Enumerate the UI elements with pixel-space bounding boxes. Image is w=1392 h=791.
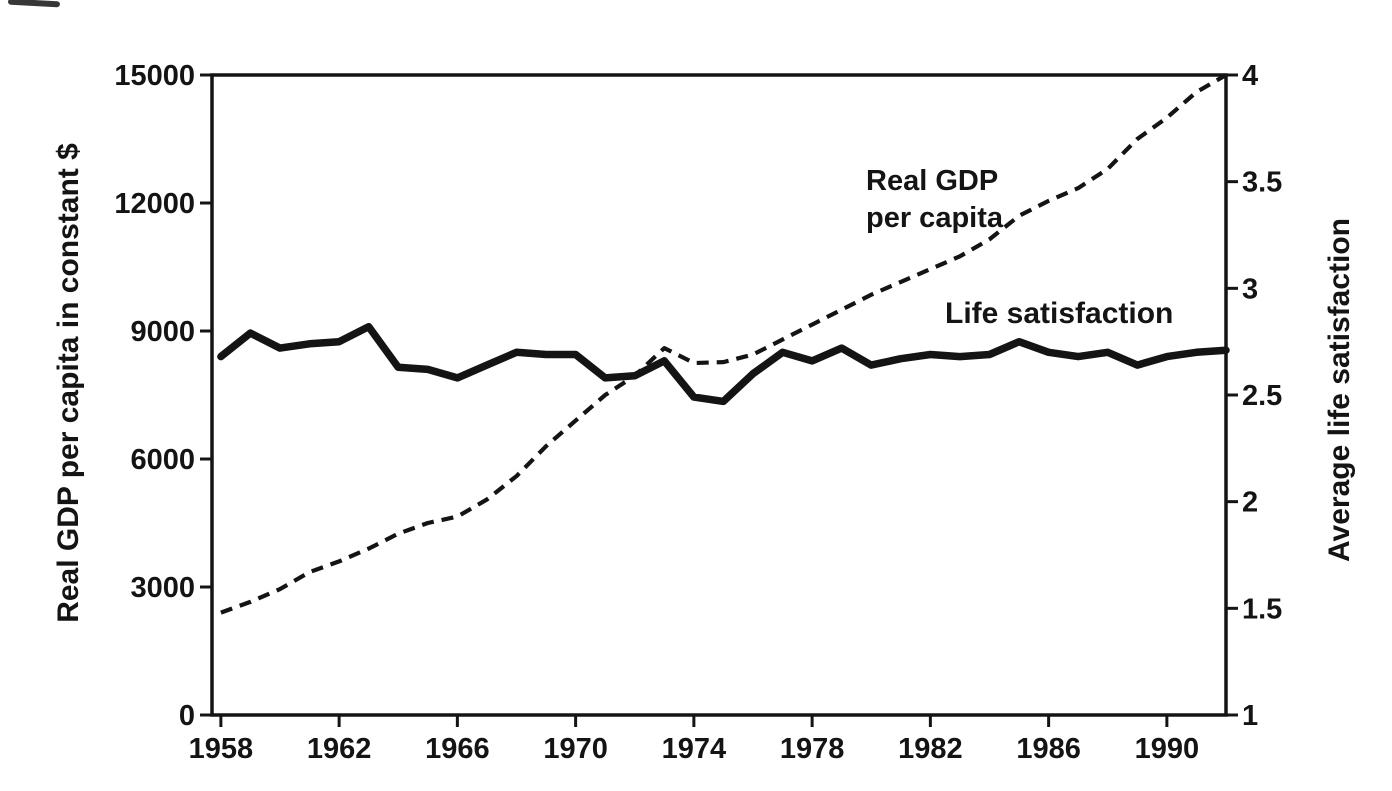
- right-y-tick-label: 2.5: [1242, 380, 1282, 412]
- left-y-tick-label: 3000: [130, 572, 195, 604]
- x-tick-label: 1958: [189, 733, 254, 765]
- x-tick-label: 1974: [662, 733, 727, 765]
- right-y-tick-label: 3.5: [1242, 167, 1282, 199]
- right-y-tick-label: 1.5: [1242, 593, 1282, 625]
- left-y-tick-label: 6000: [130, 444, 195, 476]
- x-tick-label: 1990: [1135, 733, 1200, 765]
- x-tick-label: 1966: [425, 733, 490, 765]
- right-axis-title: Average life satisfaction: [1323, 217, 1356, 563]
- x-tick-label: 1986: [1016, 733, 1081, 765]
- x-tick-label: 1962: [307, 733, 372, 765]
- left-y-tick-label: 12000: [114, 188, 195, 220]
- gdp-series-label-line2: per capita: [866, 202, 1003, 234]
- right-y-tick-label: 3: [1242, 273, 1258, 305]
- gdp-series-line: [220, 73, 1228, 615]
- left-y-tick-label: 9000: [130, 316, 195, 348]
- left-y-tick-label: 15000: [114, 60, 195, 92]
- plot-border: [210, 73, 1228, 717]
- life-satisfaction-series-line: [217, 322, 1230, 406]
- right-y-tick-label: 1: [1242, 700, 1258, 732]
- x-tick-label: 1970: [543, 733, 608, 765]
- left-y-tick-label: 0: [179, 700, 195, 732]
- right-y-tick-label: 4: [1242, 60, 1258, 92]
- right-y-tick-label: 2: [1242, 487, 1258, 519]
- ls-series-label: Life satisfaction: [945, 297, 1174, 330]
- x-tick-label: 1978: [780, 733, 845, 765]
- gdp-series-label: Real GDP per capita: [866, 163, 1003, 237]
- left-axis-title: Real GDP per capita in constant $: [52, 143, 85, 623]
- x-tick-label: 1982: [898, 733, 963, 765]
- gdp-series-label-line1: Real GDP: [866, 165, 999, 197]
